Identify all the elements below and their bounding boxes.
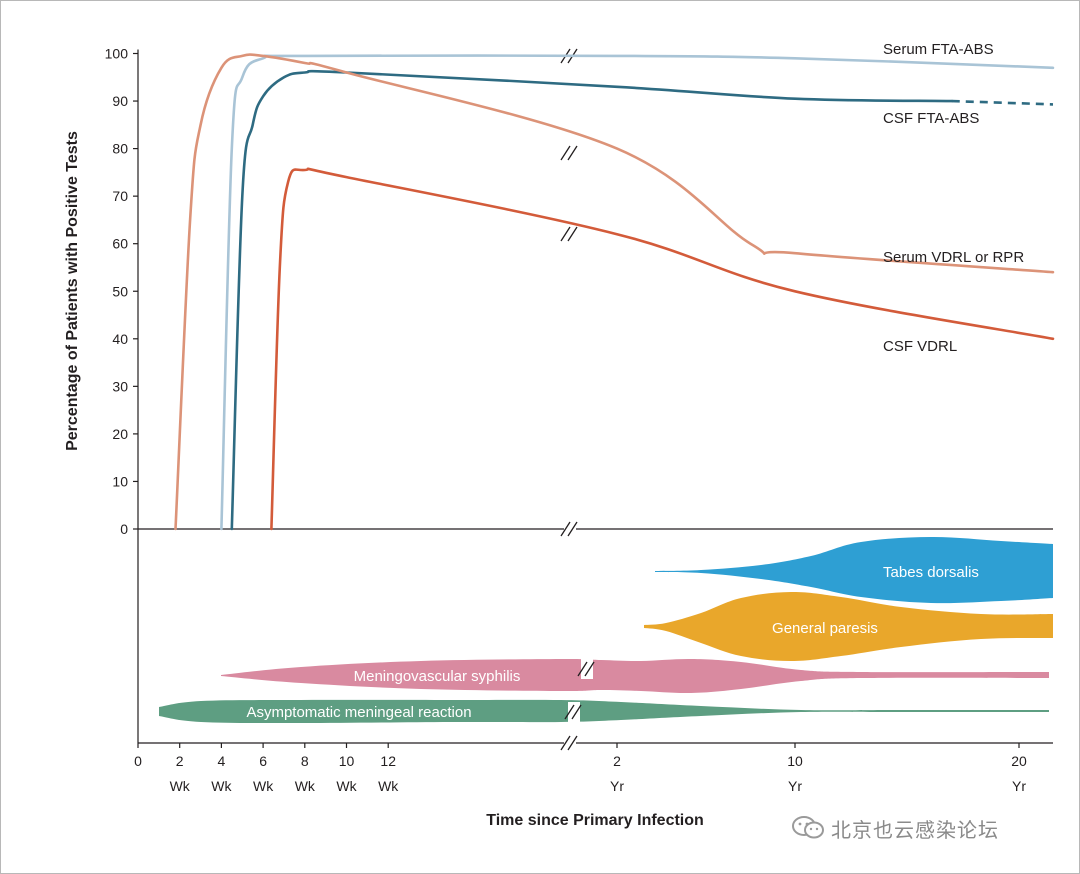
x-tick-value: 10 (787, 753, 803, 769)
series-line-0 (220, 54, 1055, 531)
disease-bands: Tabes dorsalis General paresis Meningovasc… (159, 536, 1053, 724)
y-axis-title: Percentage of Patients with Positive Tes… (64, 131, 81, 451)
x-tick-unit: Wk (253, 778, 274, 794)
series-line-2 (174, 53, 1055, 531)
break-serum-vdrl (560, 143, 578, 163)
y-tick-label: 30 (112, 378, 128, 394)
y-tick-label: 50 (112, 283, 128, 299)
x-tick-unit: Wk (336, 778, 357, 794)
y-tick-label: 100 (105, 46, 129, 62)
x-tick-value: 12 (380, 753, 396, 769)
break-asymptomatic (564, 702, 582, 722)
y-tick-label: 0 (120, 521, 128, 537)
band-tabes-dorsalis (655, 536, 1053, 604)
y-tick-label: 20 (112, 426, 128, 442)
x-tick-unit: Yr (788, 778, 802, 794)
watermark-text: 北京也云感染论坛 (831, 817, 999, 842)
x-tick-unit: Wk (378, 778, 399, 794)
y-tick-label: 90 (112, 93, 128, 109)
watermark: 北京也云感染论坛 (791, 813, 999, 843)
x-tick-value: 2 (613, 753, 621, 769)
x-tick-value: 0 (134, 753, 142, 769)
y-tick-label: 40 (112, 331, 128, 347)
series-label: Serum FTA-ABS (883, 41, 994, 58)
axis-break-top (560, 519, 578, 539)
x-tick-unit: Yr (610, 778, 624, 794)
series-label: Serum VDRL or RPR (883, 249, 1024, 266)
x-tick-unit: Wk (295, 778, 316, 794)
x-tick-value: 20 (1011, 753, 1027, 769)
test-lines (174, 53, 1055, 531)
y-tick-label: 60 (112, 236, 128, 252)
x-tick-value: 4 (218, 753, 226, 769)
y-tick-label: 80 (112, 141, 128, 157)
y-tick-label: 70 (112, 188, 128, 204)
chart-labels: Serum FTA-ABS CSF FTA-ABS Serum VDRL or RP… (64, 41, 1024, 829)
axis-break-bottom (560, 733, 578, 753)
series-label: CSF VDRL (883, 338, 957, 355)
y-tick-label: 10 (112, 473, 128, 489)
band-label: Meningovascular syphilis (354, 668, 521, 685)
series-line-1 (230, 69, 954, 531)
x-tick-value: 8 (301, 753, 309, 769)
x-tick-value: 2 (176, 753, 184, 769)
x-tick-value: 10 (339, 753, 355, 769)
series-line-3 (270, 167, 1055, 531)
x-tick-unit: Wk (170, 778, 191, 794)
wechat-icon (792, 816, 824, 839)
chart-axes: 0 10 20 30 40 50 60 70 80 90 100 0 2 Wk 4 Wk 6 Wk 8 Wk 10 Wk 1… (105, 46, 1053, 794)
x-axis-title: Time since Primary Infection (486, 812, 704, 829)
x-tick-unit: Wk (211, 778, 232, 794)
band-label: Asymptomatic meningeal reaction (246, 704, 471, 721)
band-label: General paresis (772, 620, 878, 637)
band-asymptomatic-meningeal-reaction (159, 699, 1049, 724)
x-tick-value: 6 (259, 753, 267, 769)
band-meningovascular-syphilis (221, 658, 1049, 694)
series-line-dashed-1 (951, 99, 1054, 106)
band-general-paresis (644, 591, 1053, 661)
break-csf-vdrl (560, 224, 578, 244)
series-label: CSF FTA-ABS (883, 110, 979, 127)
x-tick-unit: Yr (1012, 778, 1026, 794)
band-label: Tabes dorsalis (883, 564, 979, 581)
break-meningovascular (577, 659, 595, 679)
